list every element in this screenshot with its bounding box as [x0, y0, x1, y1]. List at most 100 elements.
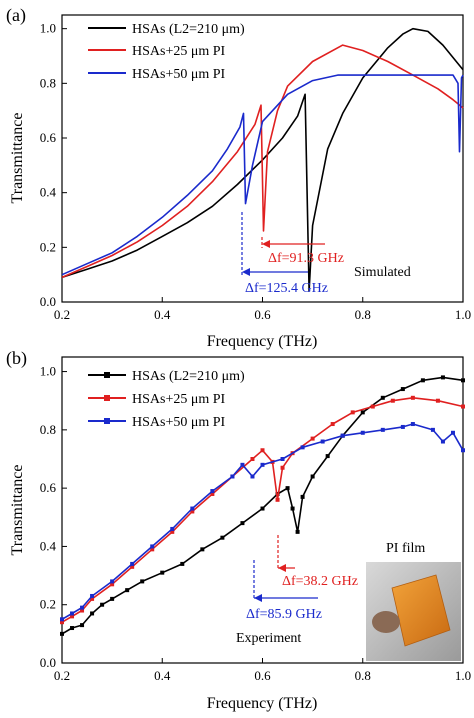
panel-b-series-1-point-12 — [260, 448, 265, 453]
panel-b-series-0-point-8 — [160, 570, 165, 575]
panel-b-series-2-point-23 — [440, 439, 445, 444]
panel-b-series-1-point-17 — [310, 436, 315, 441]
panel-a-ytick-label-5: 1.0 — [40, 21, 56, 36]
panel-b-series-1-point-6 — [150, 547, 155, 552]
panel-b-series — [60, 375, 465, 636]
panel-b-series-1-point-11 — [250, 457, 255, 461]
annot-a-blue-text: Δf=125.4 GHz — [245, 281, 328, 296]
panel-b-series-2-point-11 — [240, 462, 245, 467]
panel-b-series-2-point-14 — [280, 457, 285, 461]
panel-b-series-2-point-0 — [60, 617, 64, 622]
panel-b-series-1-point-8 — [190, 509, 195, 514]
panel-b-ylabel: Transmittance — [9, 465, 26, 556]
pi-film-fingers — [372, 611, 400, 633]
legend-b-marker-2 — [104, 418, 110, 424]
panel-b-series-0-point-18 — [300, 494, 305, 499]
panel-b-series-2-point-8 — [190, 506, 195, 511]
panel-b-series-0-point-24 — [400, 387, 405, 392]
panel-b-series-2-point-18 — [360, 430, 365, 435]
panel-b-series-1-point-3 — [90, 596, 95, 601]
panel-b-series-1-point-0 — [60, 620, 64, 625]
panel-b-series-0-point-22 — [360, 410, 365, 415]
panel-b-series-2-point-5 — [130, 561, 135, 566]
panel-a-series-line-2 — [61, 74, 464, 276]
panel-b-series-0-point-0 — [60, 631, 64, 636]
pi-film-photo — [366, 562, 461, 661]
panel-b-series-2-point-15 — [300, 445, 305, 450]
panel-b-series-1-point-21 — [390, 398, 395, 403]
panel-b-annotations: Δf=38.2 GHz Δf=85.9 GHz Experiment PI fi… — [236, 535, 425, 646]
panel-b-ticks: 0.2 0.4 0.6 0.8 1.00.00.20.40.60.81.0 — [40, 364, 471, 683]
legend-a-label-2: HSAs+50 μm PI — [132, 67, 226, 82]
annot-b-experiment: Experiment — [236, 631, 301, 646]
panel-b-ytick-label-4: 0.8 — [40, 422, 56, 437]
legend-a-label-1: HSAs+25 μm PI — [132, 44, 226, 59]
legend-b-label-2: HSAs+50 μm PI — [132, 415, 226, 430]
panel-a-ytick-label-3: 0.6 — [40, 130, 57, 145]
panel-a-xtick-label-4: 1.0 — [455, 307, 471, 322]
panel-b-xtick-label-2: 0.6 — [254, 668, 271, 683]
panel-b-series-0-point-16 — [290, 506, 295, 511]
panel-b-series-0-point-7 — [140, 579, 145, 584]
panel-a-series-line-0 — [61, 27, 464, 292]
panel-b-series-1-point-5 — [130, 564, 135, 569]
panel-b-series-2-point-3 — [90, 593, 95, 598]
panel-b-series-2-point-4 — [110, 579, 115, 584]
panel-b-series-2-point-13 — [260, 462, 265, 467]
panel-b-series-0-point-5 — [110, 596, 115, 601]
legend-a-label-0: HSAs (L2=210 μm) — [132, 22, 245, 37]
panel-b-series-0-point-20 — [325, 454, 330, 459]
panel-a-annotations: Δf=91.3 GHz Δf=125.4 GHz Simulated — [241, 212, 411, 296]
panel-a-legend: HSAs (L2=210 μm) HSAs+25 μm PI HSAs+50 μ… — [88, 22, 245, 82]
panel-b-ytick-label-3: 0.6 — [40, 480, 57, 495]
pi-film-sheet — [391, 574, 451, 647]
panel-a-ticks: 0.2 0.4 0.6 0.8 1.00.00.20.40.60.81.0 — [40, 21, 471, 322]
panel-b-series-2-point-17 — [340, 433, 345, 438]
panel-b-series-2-point-2 — [80, 605, 85, 610]
panel-b-ytick-label-5: 1.0 — [40, 364, 56, 379]
panel-b-series-2-point-19 — [380, 427, 385, 432]
panel-b-series-2-point-10 — [230, 474, 235, 479]
panel-b-ytick-label-2: 0.4 — [40, 538, 57, 553]
panel-a-xtick-label-0: 0.2 — [54, 307, 70, 322]
panel-a-label: (a) — [6, 5, 26, 26]
panel-a-chart: (a) 0.2 0.4 0.6 0.8 1.00.00.20.40.60.81.0 Fr… — [6, 5, 471, 350]
panel-a-ytick-label-0: 0.0 — [40, 294, 56, 309]
panel-b-xtick-label-0: 0.2 — [54, 668, 70, 683]
panel-b-series-0-point-11 — [220, 535, 225, 540]
panel-b-series-2-point-9 — [210, 489, 215, 494]
panel-b-series-2-point-21 — [410, 422, 415, 427]
panel-b-series-0-point-23 — [380, 395, 385, 400]
panel-a-series — [61, 27, 464, 292]
panel-a-ytick-label-1: 0.2 — [40, 239, 56, 254]
panel-b-series-0-point-2 — [80, 623, 85, 628]
panel-b-series-1-point-15 — [280, 465, 285, 470]
panel-b-series-0-point-26 — [440, 375, 445, 380]
legend-b-label-0: HSAs (L2=210 μm) — [132, 369, 245, 384]
panel-b-series-2-point-22 — [430, 427, 435, 432]
panel-a-xtick-label-2: 0.6 — [254, 307, 271, 322]
panel-a-xtick-label-1: 0.4 — [154, 307, 171, 322]
panel-b-series-1-point-18 — [330, 422, 335, 427]
panel-b-series-0-point-10 — [200, 547, 205, 552]
panel-b-series-0-point-27 — [461, 378, 465, 383]
annot-b-blue-text: Δf=85.9 GHz — [246, 607, 322, 622]
panel-b-xtick-label-4: 1.0 — [455, 668, 471, 683]
panel-b-series-0-point-13 — [260, 506, 265, 511]
panel-a-xlabel: Frequency (THz) — [207, 333, 318, 350]
panel-b-series-1-point-9 — [210, 491, 215, 496]
annot-a-blue-arrowhead — [242, 268, 250, 276]
panel-b-series-2-point-1 — [70, 611, 75, 616]
panel-b-series-1-point-4 — [110, 582, 115, 587]
panel-b-series-0-point-4 — [100, 602, 105, 607]
panel-b-chart: (b) 0.2 0.4 0.6 0.8 1.00.00.20.40.60.81.0 Fr… — [6, 348, 471, 712]
panel-b-series-2-point-12 — [250, 474, 255, 479]
panel-b-series-0-point-19 — [310, 474, 315, 479]
panel-b-xtick-label-3: 0.8 — [355, 668, 371, 683]
panel-b-legend: HSAs (L2=210 μm) HSAs+25 μm PI HSAs+50 μ… — [88, 369, 245, 430]
panel-b-series-0-point-15 — [285, 486, 290, 491]
legend-b-marker-0 — [104, 372, 110, 378]
annot-b-pi-film: PI film — [386, 541, 425, 556]
panel-b-series-2-point-7 — [170, 526, 175, 531]
